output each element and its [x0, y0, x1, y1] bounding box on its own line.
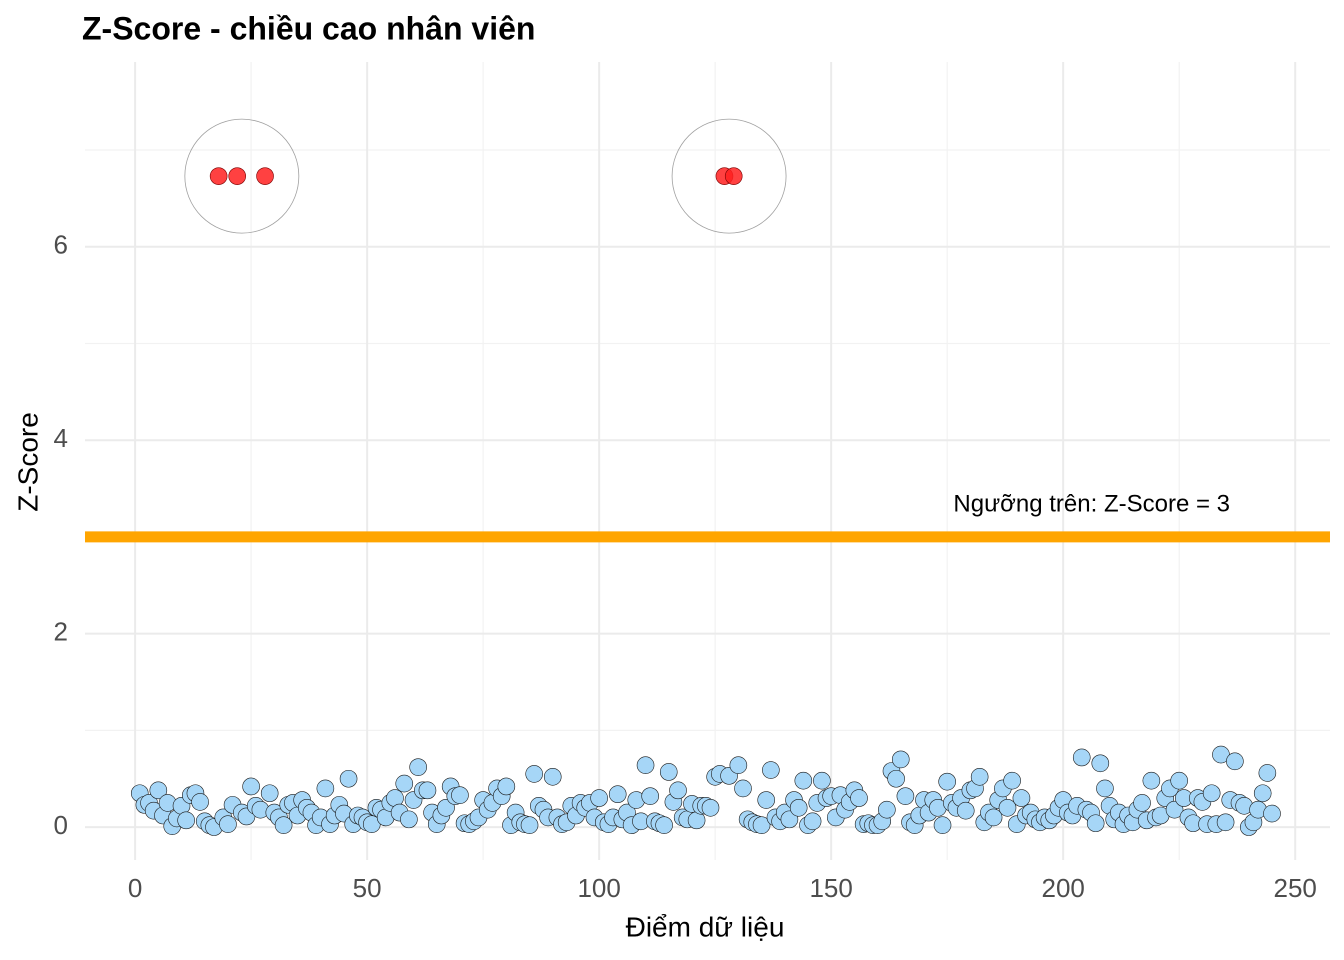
point: [1165, 800, 1184, 819]
point: [260, 784, 279, 803]
point: [757, 791, 776, 809]
x-axis-label: Điểm dữ liệu: [626, 911, 785, 942]
point: [1226, 752, 1244, 771]
point: [395, 774, 414, 793]
y-tick-label: 4: [54, 423, 68, 453]
point: [891, 750, 910, 769]
point: [339, 769, 358, 788]
point: [520, 816, 539, 834]
outlier-point: [256, 167, 274, 185]
point: [1142, 771, 1161, 790]
point: [933, 816, 952, 834]
y-tick-label: 6: [54, 230, 68, 260]
point: [803, 812, 822, 831]
point: [1072, 748, 1091, 767]
point: [409, 758, 427, 776]
point: [1258, 764, 1277, 782]
point: [655, 816, 673, 834]
point: [729, 756, 748, 775]
point: [608, 785, 627, 804]
point: [497, 777, 516, 796]
point: [998, 798, 1017, 817]
point: [878, 800, 896, 819]
point: [400, 810, 418, 829]
point: [780, 810, 799, 829]
point: [1091, 754, 1110, 773]
point: [850, 789, 868, 807]
highlight-ring: [671, 118, 787, 234]
point: [437, 798, 455, 817]
outlier-point: [209, 167, 228, 185]
point: [794, 771, 813, 790]
point: [669, 781, 687, 800]
point: [956, 801, 975, 820]
y-axis-label: Z-Score: [12, 412, 43, 512]
outlier-point: [724, 167, 743, 185]
point: [543, 768, 562, 786]
point: [701, 798, 720, 817]
outlier-point: [228, 167, 247, 185]
point: [451, 786, 469, 804]
point: [762, 761, 780, 779]
point: [752, 816, 771, 834]
point: [219, 815, 237, 834]
point: [274, 816, 293, 834]
point: [734, 779, 752, 798]
y-tick-label: 2: [54, 617, 68, 647]
point: [1263, 804, 1281, 823]
x-tick-label: 50: [353, 873, 382, 903]
chart-title: Z-Score - chiều cao nhân viên: [82, 10, 535, 46]
threshold-label: Ngưỡng trên: Z-Score = 3: [953, 490, 1230, 517]
point: [896, 787, 915, 805]
point: [659, 763, 678, 781]
x-tick-label: 100: [577, 873, 620, 903]
point: [149, 781, 168, 800]
point: [887, 769, 905, 788]
point: [984, 808, 1003, 827]
point: [316, 779, 335, 798]
point: [641, 787, 659, 805]
x-tick-label: 0: [128, 873, 142, 903]
point: [789, 798, 808, 817]
point: [1133, 794, 1151, 812]
point: [636, 756, 655, 775]
point: [1253, 784, 1272, 803]
point: [938, 772, 956, 791]
point: [242, 777, 260, 796]
x-tick-label: 150: [809, 873, 852, 903]
point: [1216, 813, 1235, 832]
x-tick-label: 200: [1041, 873, 1084, 903]
point: [1003, 771, 1021, 790]
point: [177, 811, 195, 830]
point: [1096, 779, 1114, 798]
point: [418, 781, 437, 800]
highlight-ring: [184, 118, 300, 234]
point: [191, 793, 209, 811]
point: [813, 771, 831, 790]
point: [1202, 784, 1221, 803]
y-tick-label: 0: [54, 810, 68, 840]
point: [1012, 789, 1031, 807]
point: [590, 789, 608, 807]
point: [1086, 814, 1105, 833]
point: [970, 768, 989, 786]
point: [1170, 771, 1188, 790]
point: [525, 765, 543, 783]
x-tick-label: 250: [1274, 873, 1317, 903]
